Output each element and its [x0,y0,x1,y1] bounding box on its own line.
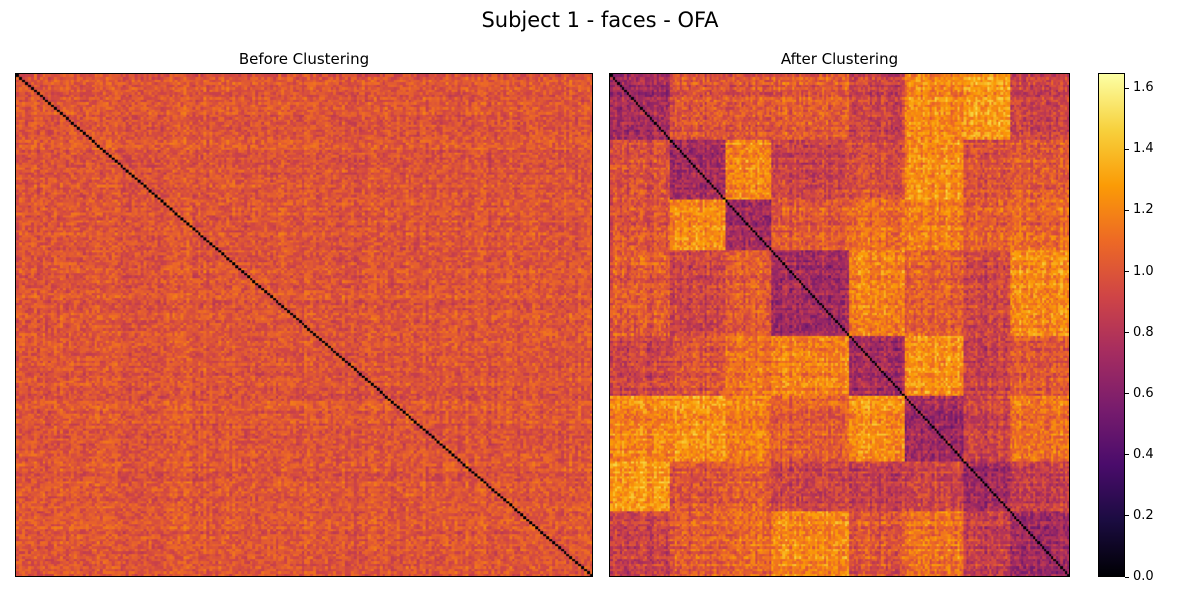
after-clustering-canvas [610,74,1069,576]
colorbar-tick-label: 0.6 [1133,385,1154,401]
colorbar-tick-mark [1125,515,1129,517]
colorbar-tick-mark [1125,332,1129,334]
colorbar-tick-mark [1125,576,1129,578]
colorbar-tick-mark [1125,454,1129,456]
after-clustering-heatmap [609,73,1070,577]
colorbar-tick-mark [1125,271,1129,273]
colorbar-tick-label: 0.8 [1133,324,1154,340]
colorbar-tick-mark [1125,393,1129,395]
colorbar [1098,73,1125,577]
colorbar-tick-label: 0.0 [1133,569,1154,584]
before-clustering-canvas [16,74,592,576]
colorbar-tick-label: 1.2 [1133,202,1154,218]
colorbar-tick-label: 0.4 [1133,446,1154,462]
colorbar-tick-mark [1125,148,1129,150]
colorbar-tick-mark [1125,209,1129,211]
figure-title: Subject 1 - faces - OFA [481,8,719,32]
colorbar-tick-label: 1.0 [1133,263,1154,279]
colorbar-tick-label: 1.4 [1133,141,1154,157]
colorbar-tick-label: 1.6 [1133,80,1154,96]
right-panel-title: After Clustering [780,50,899,68]
left-panel-title: Before Clustering [238,50,370,68]
before-clustering-heatmap [15,73,593,577]
colorbar-tick-label: 0.2 [1133,507,1154,523]
colorbar-tick-mark [1125,87,1129,89]
